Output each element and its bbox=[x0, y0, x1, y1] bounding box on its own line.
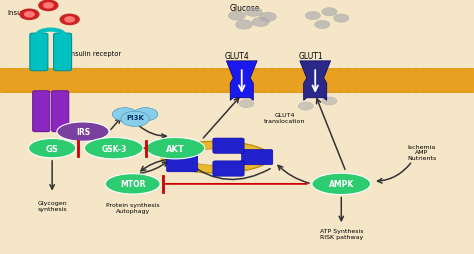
Ellipse shape bbox=[84, 138, 143, 159]
FancyBboxPatch shape bbox=[52, 91, 69, 132]
Circle shape bbox=[133, 108, 158, 121]
Circle shape bbox=[112, 108, 137, 121]
Text: AKT: AKT bbox=[166, 144, 185, 153]
Ellipse shape bbox=[105, 174, 160, 194]
Ellipse shape bbox=[28, 139, 76, 158]
Text: GLUT4
translocation: GLUT4 translocation bbox=[264, 113, 305, 123]
Text: ATP Synthesis
RISK pathway: ATP Synthesis RISK pathway bbox=[319, 228, 363, 239]
Ellipse shape bbox=[57, 122, 109, 142]
Text: GSK-3: GSK-3 bbox=[101, 144, 127, 153]
Circle shape bbox=[298, 103, 313, 111]
FancyBboxPatch shape bbox=[33, 91, 50, 132]
Text: PI3K: PI3K bbox=[126, 114, 144, 120]
FancyBboxPatch shape bbox=[0, 69, 474, 94]
Ellipse shape bbox=[312, 173, 371, 195]
Circle shape bbox=[20, 10, 39, 20]
Circle shape bbox=[60, 15, 79, 25]
Text: GLUT4: GLUT4 bbox=[225, 52, 249, 60]
FancyBboxPatch shape bbox=[213, 138, 244, 154]
Text: Insulin receptor: Insulin receptor bbox=[69, 50, 121, 56]
Circle shape bbox=[44, 4, 53, 9]
FancyBboxPatch shape bbox=[166, 157, 198, 172]
FancyBboxPatch shape bbox=[213, 161, 244, 177]
Text: Ischemia
AMP
Nutrients: Ischemia AMP Nutrients bbox=[407, 144, 437, 161]
Circle shape bbox=[245, 8, 262, 17]
Text: GLUT1: GLUT1 bbox=[298, 52, 323, 60]
FancyBboxPatch shape bbox=[241, 150, 273, 165]
Text: IRS: IRS bbox=[76, 128, 90, 137]
Text: MTOR: MTOR bbox=[120, 180, 146, 189]
Circle shape bbox=[121, 112, 149, 127]
Ellipse shape bbox=[146, 138, 205, 159]
FancyBboxPatch shape bbox=[54, 34, 72, 71]
Circle shape bbox=[322, 98, 337, 106]
Circle shape bbox=[236, 21, 253, 30]
Circle shape bbox=[305, 12, 320, 21]
FancyBboxPatch shape bbox=[30, 34, 48, 71]
Text: AMPK: AMPK bbox=[328, 180, 354, 189]
Polygon shape bbox=[300, 61, 331, 101]
Circle shape bbox=[65, 18, 74, 23]
Circle shape bbox=[315, 21, 330, 29]
Circle shape bbox=[228, 12, 246, 21]
FancyBboxPatch shape bbox=[166, 143, 198, 158]
Circle shape bbox=[259, 13, 276, 22]
Text: GS: GS bbox=[46, 144, 59, 153]
Text: Insulin: Insulin bbox=[7, 10, 30, 16]
Polygon shape bbox=[187, 149, 244, 166]
Polygon shape bbox=[161, 142, 270, 173]
Circle shape bbox=[39, 1, 58, 11]
Polygon shape bbox=[227, 61, 257, 101]
Text: Protein synthesis
Autophagy: Protein synthesis Autophagy bbox=[106, 202, 160, 213]
Circle shape bbox=[239, 100, 254, 108]
Circle shape bbox=[252, 18, 269, 27]
Circle shape bbox=[334, 15, 349, 23]
Text: Glucose: Glucose bbox=[230, 4, 260, 13]
Circle shape bbox=[322, 9, 337, 17]
Circle shape bbox=[25, 13, 34, 18]
Text: Glycogen
synthesis: Glycogen synthesis bbox=[37, 200, 67, 211]
